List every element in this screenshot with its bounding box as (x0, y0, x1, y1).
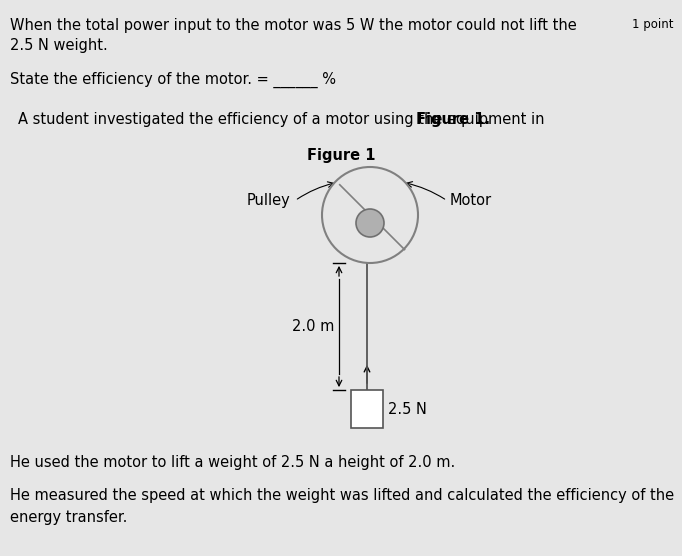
Text: 2.0 m: 2.0 m (292, 319, 334, 334)
Text: 2.5 N: 2.5 N (388, 401, 427, 416)
Text: When the total power input to the motor was 5 W the motor could not lift the: When the total power input to the motor … (10, 18, 577, 33)
Text: A student investigated the efficiency of a motor using the equipment in: A student investigated the efficiency of… (18, 112, 549, 127)
Text: 2.5 N weight.: 2.5 N weight. (10, 38, 108, 53)
Text: State the efficiency of the motor. = ______ %: State the efficiency of the motor. = ___… (10, 72, 336, 88)
Text: He used the motor to lift a weight of 2.5 N a height of 2.0 m.: He used the motor to lift a weight of 2.… (10, 455, 456, 470)
Bar (351, 390, 383, 428)
Text: Motor: Motor (450, 193, 492, 208)
Text: He measured the speed at which the weight was lifted and calculated the efficien: He measured the speed at which the weigh… (10, 488, 674, 503)
Circle shape (356, 209, 384, 237)
Text: 1 point: 1 point (632, 18, 674, 31)
Text: energy transfer.: energy transfer. (10, 510, 128, 525)
Text: Pulley: Pulley (246, 193, 290, 208)
Text: Figure 1: Figure 1 (307, 148, 375, 163)
Text: Figure 1.: Figure 1. (416, 112, 490, 127)
